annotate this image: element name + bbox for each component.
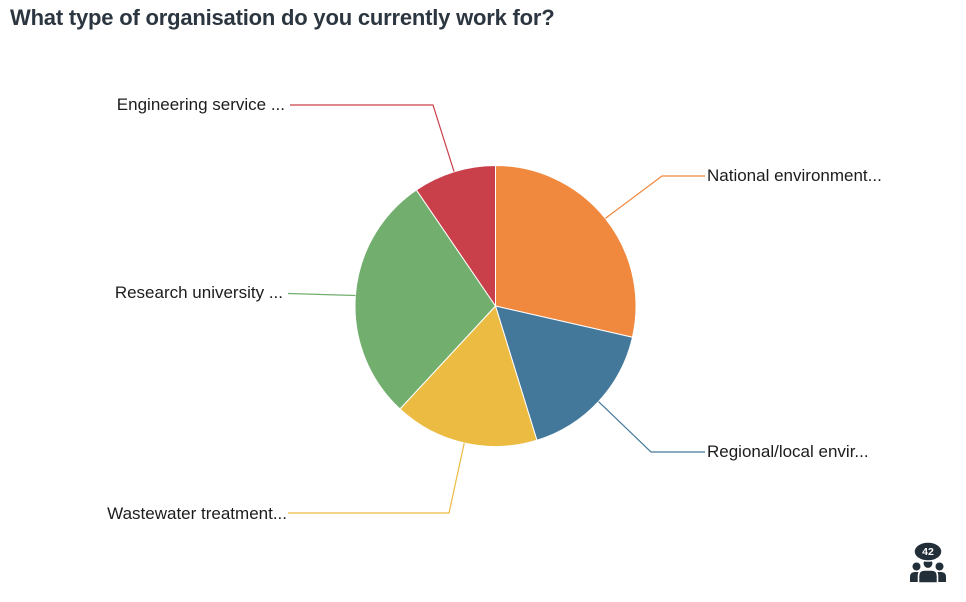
slice-label-wastewater-treatment: Wastewater treatment...: [107, 504, 287, 523]
leader-line-3: [287, 292, 356, 297]
leader-line-2: [288, 442, 465, 514]
pie-slice-1: [494, 305, 634, 441]
pie-slice-0: [495, 164, 637, 338]
pie-slice-4: [415, 164, 496, 308]
leader-line-1: [598, 401, 705, 453]
slice-label-engineering-service: Engineering service ...: [116, 95, 285, 114]
question-title: What type of organisation do you current…: [10, 5, 555, 30]
slice-label-research-university: Research university ...: [114, 283, 283, 302]
respondent-count: 42: [922, 546, 934, 558]
slice-label-regional-local-environment: Regional/local envir...: [707, 442, 869, 461]
leader-line-4: [290, 104, 455, 172]
leader-line-0: [604, 175, 705, 219]
count-bubble: [913, 541, 943, 562]
respondent-count-badge: 42: [910, 541, 946, 584]
slice-label-national-environment: National environment...: [707, 166, 882, 185]
pie-slice-2: [399, 305, 538, 447]
people-group-icon: [910, 557, 946, 584]
